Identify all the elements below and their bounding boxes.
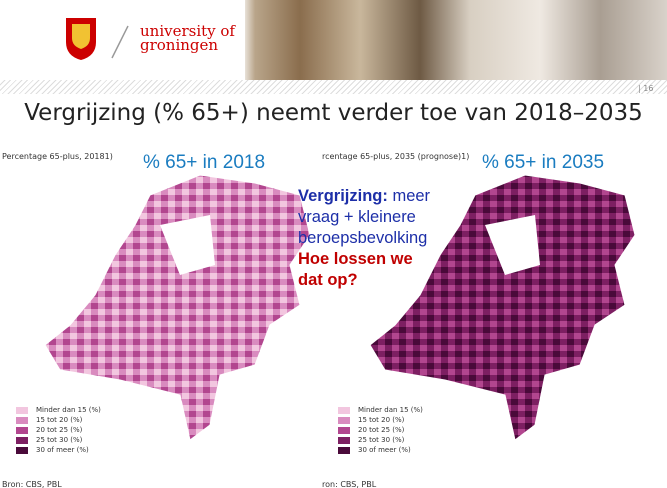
legend-item: 30 of meer (%) <box>338 445 423 455</box>
legend-label: Minder dan 15 (%) <box>358 406 423 414</box>
legend: Minder dan 15 (%) 15 tot 20 (%) 20 tot 25 … <box>338 405 423 455</box>
legend-item: 15 tot 20 (%) <box>16 415 101 425</box>
map-source: Bron: CBS, PBL <box>2 480 62 488</box>
legend-swatch <box>338 417 350 424</box>
callout-bold: Vergrijzing: <box>298 187 388 205</box>
divider <box>0 80 667 94</box>
slide: university of groningen | 16 Vergrijzing… <box>0 0 667 488</box>
map-caption: Percentage 65-plus, 20181) <box>2 152 113 161</box>
legend-item: 25 tot 30 (%) <box>338 435 423 445</box>
legend-item: Minder dan 15 (%) <box>16 405 101 415</box>
legend-item: 25 tot 30 (%) <box>16 435 101 445</box>
legend-label: 25 tot 30 (%) <box>36 436 82 444</box>
slide-title: Vergrijzing (% 65+) neemt verder toe van… <box>0 100 667 126</box>
page-number: | 16 <box>638 84 653 93</box>
legend-label: 25 tot 30 (%) <box>358 436 404 444</box>
legend-label: 15 tot 20 (%) <box>358 416 404 424</box>
legend-item: 15 tot 20 (%) <box>338 415 423 425</box>
legend-label: 20 tot 25 (%) <box>358 426 404 434</box>
logo: university of groningen <box>0 0 245 80</box>
legend-swatch <box>16 407 28 414</box>
legend-label: 30 of meer (%) <box>358 446 411 454</box>
legend-label: 30 of meer (%) <box>36 446 89 454</box>
legend-swatch <box>16 447 28 454</box>
legend-swatch <box>338 427 350 434</box>
legend-swatch <box>16 427 28 434</box>
legend-swatch <box>338 437 350 444</box>
legend-swatch <box>16 417 28 424</box>
legend-swatch <box>16 437 28 444</box>
map-caption: rcentage 65-plus, 2035 (prognose)1) <box>322 152 469 161</box>
legend: Minder dan 15 (%) 15 tot 20 (%) 20 tot 25 … <box>16 405 101 455</box>
legend-swatch <box>338 447 350 454</box>
legend-item: 30 of meer (%) <box>16 445 101 455</box>
logo-line: groningen <box>140 38 235 52</box>
legend-label: 15 tot 20 (%) <box>36 416 82 424</box>
legend-item: Minder dan 15 (%) <box>338 405 423 415</box>
legend-label: Minder dan 15 (%) <box>36 406 101 414</box>
callout-question: Hoe lossen we dat op? <box>298 250 413 289</box>
legend-label: 20 tot 25 (%) <box>36 426 82 434</box>
callout: Vergrijzing: meer vraag + kleinere beroe… <box>298 186 438 291</box>
legend-item: 20 tot 25 (%) <box>338 425 423 435</box>
legend-swatch <box>338 407 350 414</box>
logo-text: university of groningen <box>140 24 235 52</box>
legend-item: 20 tot 25 (%) <box>16 425 101 435</box>
map-source: ron: CBS, PBL <box>322 480 376 488</box>
